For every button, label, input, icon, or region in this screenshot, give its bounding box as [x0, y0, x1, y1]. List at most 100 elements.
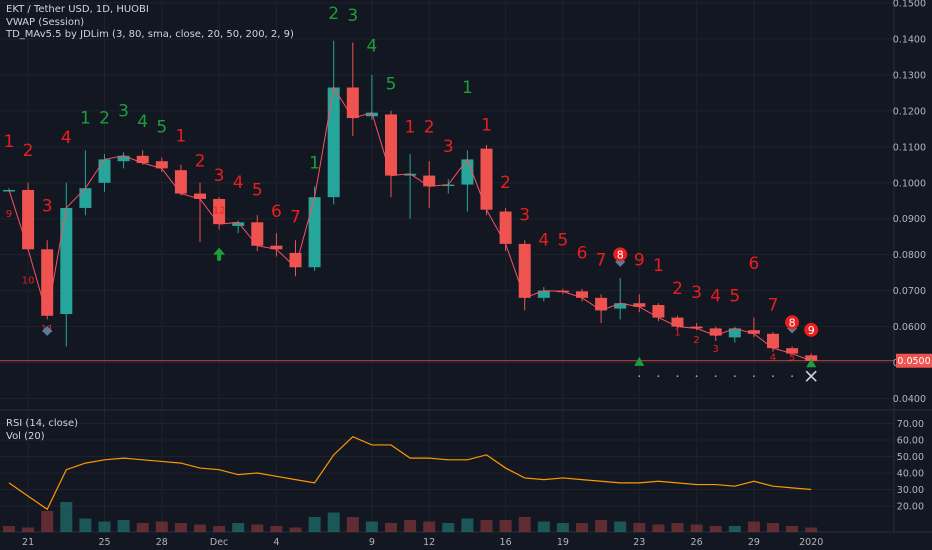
rsi-polyline — [8, 435, 812, 511]
volume-bar — [614, 521, 627, 532]
td-small-count-label: 9 — [6, 209, 12, 220]
td-count-label: 5 — [729, 286, 740, 306]
volume-bar — [327, 512, 340, 532]
volume-bar — [423, 521, 436, 532]
td-count-label: 1 — [653, 256, 664, 276]
triangle-marker — [806, 358, 817, 368]
volume-bars — [3, 502, 818, 532]
td-count-label: 4 — [137, 112, 148, 132]
time-tick-label: 19 — [557, 537, 569, 548]
time-tick-label: 2020 — [799, 537, 823, 548]
triangle-marker — [634, 356, 645, 366]
candle-body — [232, 222, 245, 226]
volume-bar — [251, 524, 264, 532]
candle-body — [595, 297, 608, 311]
diamond-marker — [42, 325, 53, 336]
volume-bar — [805, 527, 818, 532]
candle-body — [22, 189, 35, 250]
x-marker — [805, 370, 817, 382]
candle-body — [79, 188, 92, 208]
time-tick-label: 28 — [156, 537, 168, 548]
td-count-label: 2 — [23, 141, 34, 161]
time-tick-label: 16 — [500, 537, 512, 548]
candle-body — [633, 303, 646, 307]
td-count-label: 4 — [61, 128, 72, 148]
candle-body — [289, 252, 302, 268]
td-count-label: 1 — [462, 78, 473, 98]
volume-bar — [595, 520, 608, 532]
candle-body — [385, 114, 397, 176]
volume-bar — [98, 521, 111, 532]
dot-marker — [714, 375, 717, 378]
candle-body — [98, 159, 111, 183]
volume-bar — [576, 523, 588, 532]
price-tick-label: 0.1400 — [893, 34, 926, 45]
candles — [3, 40, 818, 361]
candle-body — [499, 211, 512, 244]
rsi-tick-label: 30.00 — [897, 485, 924, 496]
volume-bar — [480, 520, 493, 532]
volume-bar — [136, 523, 149, 532]
dot-marker — [791, 375, 793, 378]
current-price-label: 0.0500 — [897, 356, 930, 367]
axes: 0.0400 0.0500 0.0600 0.0700 0.0800 0.0900 0.10… — [22, 0, 932, 548]
candle-body — [136, 155, 149, 163]
td-count-label: 1 — [80, 108, 91, 128]
candle-body — [60, 207, 73, 315]
rsi-tick-label: 20.00 — [897, 502, 924, 513]
candle-body — [480, 148, 493, 210]
volume-bar — [442, 523, 455, 532]
candle-body — [786, 348, 799, 354]
td-small-count-label: 1 — [674, 328, 680, 339]
candle-body — [537, 290, 550, 298]
td-count-label: 2 — [99, 108, 110, 128]
volume-bar — [499, 520, 512, 532]
volume-bar — [518, 517, 531, 532]
time-tick-label: 12 — [423, 537, 435, 548]
dot-marker — [733, 375, 736, 378]
dot-marker — [676, 375, 679, 378]
td-count-label: 3 — [214, 166, 225, 186]
candle-body — [174, 170, 187, 194]
price-tick-label: 0.0800 — [893, 250, 926, 261]
td-count-label: 1 — [4, 132, 15, 152]
candle-body — [442, 184, 455, 187]
volume-bar — [79, 518, 92, 532]
rsi-tick-label: 40.00 — [897, 469, 924, 480]
volume-bar — [213, 526, 226, 532]
candle-body — [327, 87, 340, 198]
volume-bar — [365, 521, 378, 532]
td-small-count-label: 4 — [770, 353, 776, 364]
volume-bar — [346, 517, 359, 532]
td-legend: TD_MAv5.5 by JDLim (3, 80, sma, close, 2… — [6, 29, 294, 40]
td-count-label: 7 — [768, 295, 779, 315]
volume-bar — [537, 521, 550, 532]
td-small-count-label: 2 — [693, 335, 699, 346]
td-count-label: 5 — [386, 74, 397, 94]
candle-body — [117, 155, 130, 162]
td-count-label: 7 — [596, 250, 607, 270]
td-count-label: 5 — [156, 117, 167, 137]
td-count-label: 2 — [328, 4, 339, 24]
time-tick-label: 9 — [369, 537, 375, 548]
vol-legend: Vol (20) — [6, 431, 45, 442]
volume-bar — [652, 524, 665, 532]
volume-bar — [404, 520, 417, 532]
volume-bar — [155, 521, 168, 532]
price-tick-label: 0.0400 — [893, 394, 926, 405]
candle-body — [518, 243, 531, 298]
td-count-label: 2 — [672, 279, 683, 299]
volume-bar — [461, 518, 474, 532]
ma-line — [8, 86, 812, 362]
dot-marker — [657, 375, 660, 378]
volume-bar — [194, 524, 206, 532]
rsi-line — [8, 435, 812, 511]
candle-body — [614, 303, 627, 309]
volume-bar — [747, 521, 760, 532]
volume-bar — [41, 511, 54, 532]
td-count-label: 2 — [500, 173, 511, 193]
td-count-label: 4 — [366, 37, 377, 57]
candle-body — [671, 317, 684, 327]
volume-bar — [117, 520, 130, 532]
symbol-title: EKT / Tether USD, 1D, HUOBI — [6, 4, 149, 15]
